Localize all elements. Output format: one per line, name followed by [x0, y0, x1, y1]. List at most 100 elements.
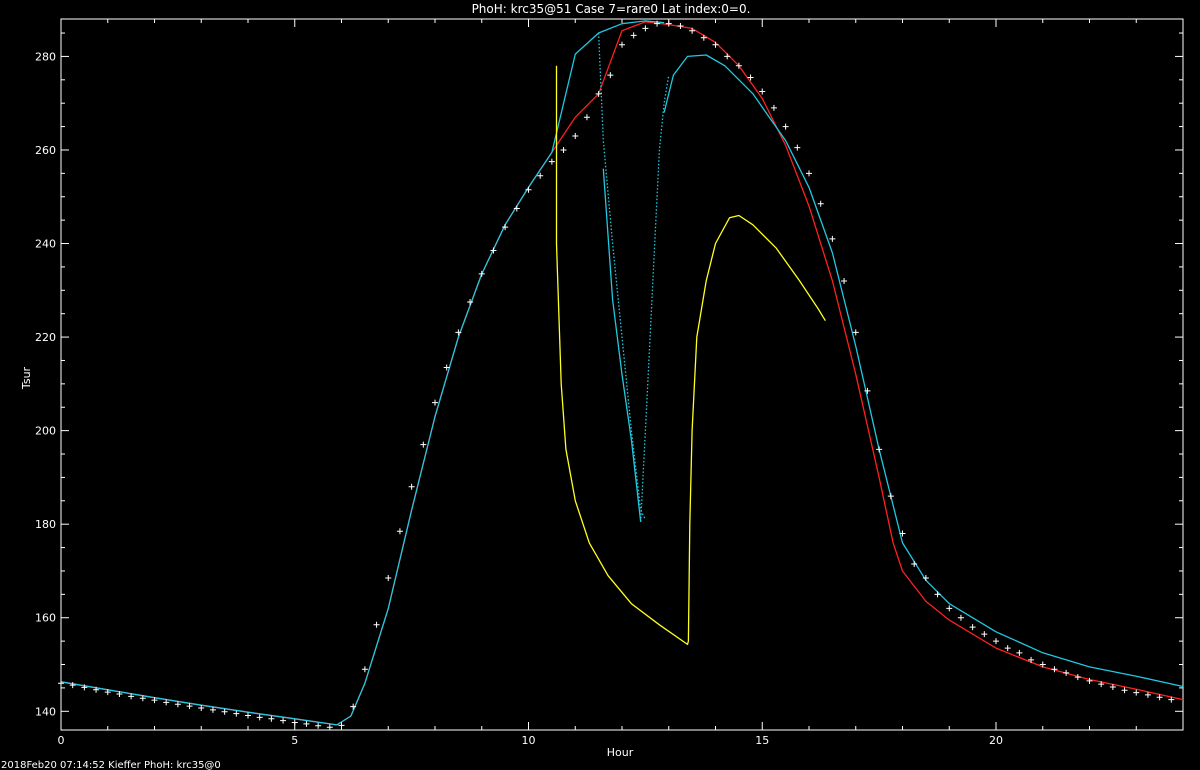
data-point-marker	[350, 703, 357, 710]
y-tick-label: 140	[35, 705, 56, 718]
data-point-marker	[490, 247, 497, 254]
data-point-marker	[385, 574, 392, 581]
data-point-marker	[806, 170, 812, 177]
data-point-marker	[560, 146, 567, 153]
data-point-marker	[116, 690, 123, 697]
data-point-marker	[735, 62, 742, 69]
data-point-marker	[969, 624, 976, 631]
x-axis-label: Hour	[607, 746, 634, 759]
data-point-marker	[911, 560, 918, 567]
data-point-marker	[583, 114, 590, 121]
data-point-marker	[221, 708, 228, 715]
data-point-marker	[630, 32, 637, 39]
data-point-marker	[817, 200, 824, 207]
data-point-marker	[864, 387, 871, 394]
data-point-marker	[233, 710, 240, 717]
data-point-marker	[724, 53, 731, 60]
data-point-marker	[1039, 661, 1046, 668]
data-point-marker	[876, 446, 883, 453]
data-point-marker	[139, 695, 146, 702]
data-point-marker	[946, 605, 953, 612]
data-point-marker	[759, 88, 766, 95]
data-point-marker	[209, 706, 216, 713]
axes: 0 5 10 15 20 140 160 180 200 220 240 260 280	[35, 18, 1184, 747]
data-point-marker	[408, 483, 415, 490]
data-point-marker	[443, 364, 450, 371]
data-point-marker	[899, 530, 906, 537]
data-point-marker	[572, 132, 579, 139]
data-point-marker	[513, 205, 520, 212]
data-point-marker	[1051, 666, 1058, 673]
y-tick-label: 180	[35, 518, 56, 531]
data-point-marker	[291, 719, 298, 726]
data-point-marker	[642, 25, 649, 32]
data-point-marker	[1086, 677, 1093, 684]
data-point-marker	[361, 666, 368, 673]
data-point-marker	[186, 703, 193, 710]
data-point-marker	[174, 701, 181, 708]
chart-title: PhoH: krc35@51 Case 7=rare0 Lat index:0=…	[472, 2, 751, 16]
data-point-marker	[315, 722, 322, 729]
data-point-marker	[128, 693, 135, 700]
data-point-marker	[794, 144, 801, 151]
data-point-marker	[747, 74, 754, 81]
data-point-marker	[455, 329, 462, 336]
series-cyan-1	[60, 20, 665, 726]
y-tick-label: 200	[35, 425, 56, 438]
data-point-marker	[256, 714, 263, 721]
data-point-marker	[852, 329, 859, 336]
data-point-marker	[887, 493, 894, 500]
data-point-marker	[957, 614, 964, 621]
data-point-marker	[1098, 681, 1105, 688]
data-point-marker	[1016, 649, 1023, 656]
x-tick-label: 15	[755, 734, 769, 747]
data-point-marker	[1109, 683, 1116, 690]
y-tick-label: 280	[35, 50, 56, 63]
data-point-marker	[595, 90, 602, 97]
data-point-marker	[1144, 691, 1151, 698]
data-point-marker	[151, 697, 158, 704]
data-point-marker	[700, 34, 707, 41]
data-point-marker	[245, 712, 251, 719]
series-cyan-4	[640, 74, 670, 522]
data-point-marker	[770, 104, 777, 111]
data-point-marker	[548, 158, 555, 165]
y-tick-label: 160	[35, 612, 56, 625]
data-point-marker	[981, 631, 988, 638]
data-point-marker	[1063, 669, 1070, 676]
data-point-marker	[104, 689, 111, 696]
data-point-marker	[1004, 645, 1011, 652]
series-cyan-5	[663, 54, 1184, 688]
x-tick-label: 10	[522, 734, 536, 747]
x-tick-label: 5	[291, 734, 298, 747]
data-point-marker	[326, 724, 333, 731]
data-point-marker	[280, 717, 287, 724]
data-point-marker	[268, 715, 275, 722]
series-layer	[60, 20, 1184, 726]
data-point-marker	[1133, 689, 1140, 696]
series-cyan-3	[602, 168, 642, 522]
x-tick-label: 20	[989, 734, 1003, 747]
data-point-marker	[198, 705, 205, 712]
data-point-marker	[712, 41, 719, 48]
data-point-marker	[396, 528, 403, 535]
data-point-marker	[467, 298, 474, 305]
data-point-marker	[303, 720, 310, 727]
y-tick-label: 240	[35, 238, 56, 251]
data-point-marker	[93, 686, 100, 693]
series-yellow-6	[555, 65, 826, 646]
data-point-marker	[478, 270, 485, 277]
data-point-marker	[373, 621, 380, 628]
data-point-marker	[1168, 696, 1175, 703]
data-point-marker	[654, 20, 661, 27]
footer-timestamp: 2018Feb20 07:14:52 Kieffer PhoH: krc35@0	[1, 760, 221, 770]
data-point-marker	[69, 682, 76, 689]
data-point-marker	[58, 680, 64, 687]
data-point-marker	[502, 224, 509, 231]
data-point-marker	[922, 574, 929, 581]
data-point-marker	[993, 638, 999, 645]
y-tick-label: 220	[35, 331, 56, 344]
data-point-marker	[782, 123, 789, 130]
data-point-marker	[1121, 687, 1128, 694]
